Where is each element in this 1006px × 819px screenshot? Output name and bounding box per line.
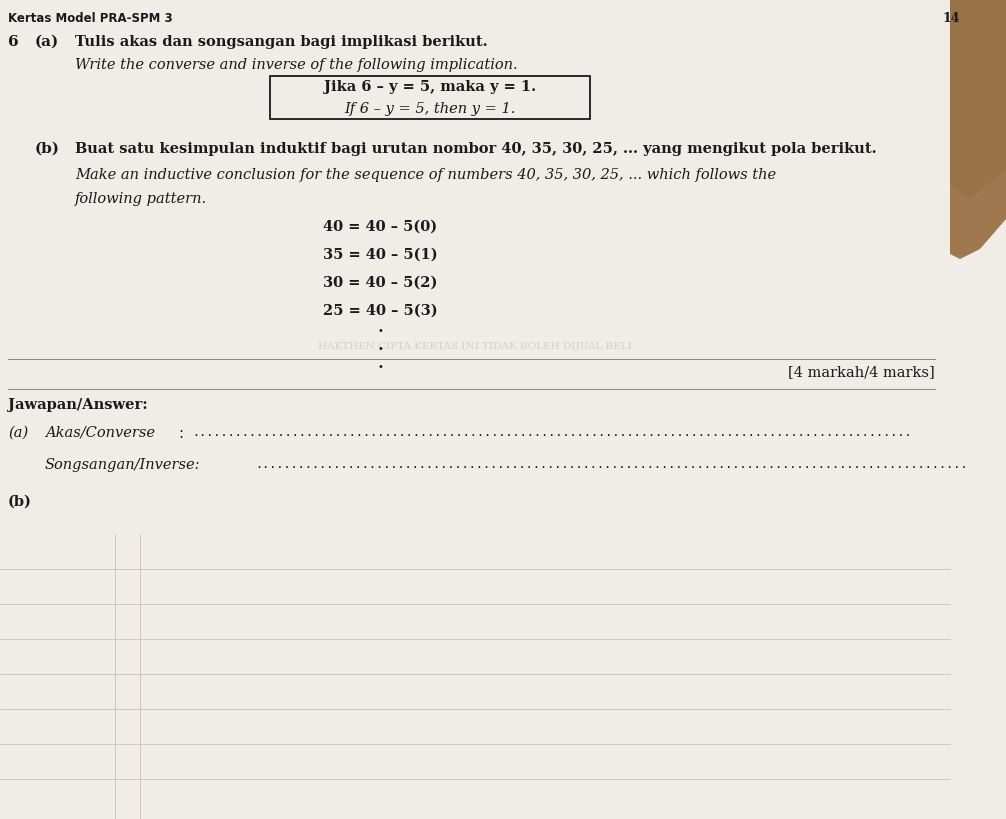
Text: Tulis akas dan songsangan bagi implikasi berikut.: Tulis akas dan songsangan bagi implikasi… [75, 35, 488, 49]
Text: Songsangan/Inverse:: Songsangan/Inverse: [45, 458, 200, 472]
Text: following pattern.: following pattern. [75, 192, 207, 206]
Text: Write the converse and inverse of the following implication.: Write the converse and inverse of the fo… [75, 58, 518, 72]
Polygon shape [840, 0, 1006, 260]
Text: Make an inductive conclusion for the sequence of numbers 40, 35, 30, 25, ... whi: Make an inductive conclusion for the seq… [75, 168, 776, 182]
Text: (a): (a) [35, 35, 59, 49]
Text: •: • [377, 326, 383, 336]
Text: Akas/Converse: Akas/Converse [45, 426, 155, 440]
Text: 25 = 40 – 5(3): 25 = 40 – 5(3) [323, 304, 438, 318]
Text: If 6 – y = 5, then y = 1.: If 6 – y = 5, then y = 1. [344, 102, 516, 115]
Text: (b): (b) [8, 495, 32, 509]
Text: ................................................................................: ........................................… [192, 426, 911, 438]
Text: HAKTHEN CIPTA KERTAS INI TIDAK BOLEH DIJUAL BELI: HAKTHEN CIPTA KERTAS INI TIDAK BOLEH DIJ… [318, 342, 632, 351]
Text: •: • [377, 361, 383, 372]
Text: 40 = 40 – 5(0): 40 = 40 – 5(0) [323, 219, 437, 233]
Text: Buat satu kesimpulan induktif bagi urutan nombor 40, 35, 30, 25, ... yang mengik: Buat satu kesimpulan induktif bagi uruta… [75, 142, 876, 156]
Text: 14: 14 [943, 12, 960, 25]
Text: :: : [178, 426, 183, 441]
Text: Jawapan/Answer:: Jawapan/Answer: [8, 397, 148, 411]
Text: (a): (a) [8, 426, 28, 440]
Text: 6: 6 [8, 35, 19, 49]
Bar [270, 77, 590, 120]
Text: (b): (b) [35, 142, 60, 156]
Polygon shape [920, 0, 1006, 200]
Text: 30 = 40 – 5(2): 30 = 40 – 5(2) [323, 276, 438, 290]
Text: 35 = 40 – 5(1): 35 = 40 – 5(1) [323, 247, 438, 262]
Text: ................................................................................: ........................................… [255, 458, 968, 470]
Text: Kertas Model PRA-SPM 3: Kertas Model PRA-SPM 3 [8, 12, 173, 25]
Text: [4 markah/4 marks]: [4 markah/4 marks] [789, 364, 935, 378]
Text: Jika 6 – y = 5, maka y = 1.: Jika 6 – y = 5, maka y = 1. [324, 80, 536, 94]
Text: •: • [377, 344, 383, 354]
